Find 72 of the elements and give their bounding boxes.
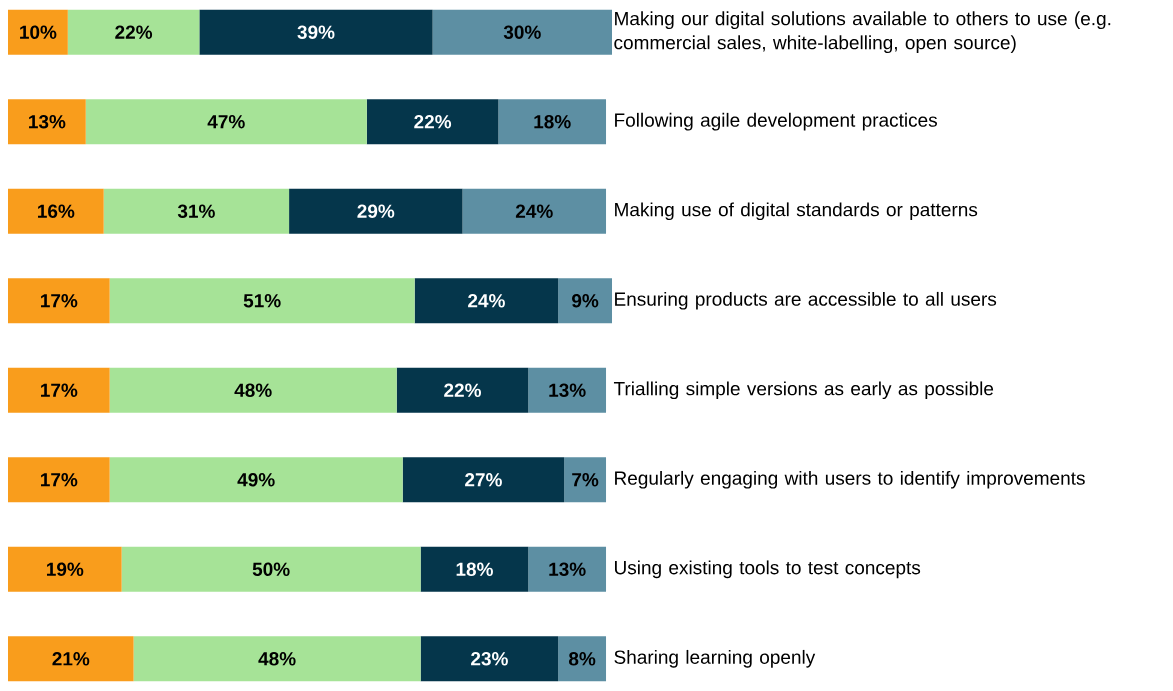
y-tick-label: Following agile development practices — [615, 112, 937, 131]
data-label: 22% — [414, 115, 452, 129]
data-label: 49% — [237, 473, 275, 487]
data-label: 39% — [297, 25, 335, 39]
bar — [558, 636, 607, 682]
data-label: 13% — [29, 114, 66, 129]
data-label: 17% — [41, 473, 78, 487]
data-label: 27% — [465, 473, 502, 487]
bar — [432, 9, 613, 55]
data-label: 51% — [243, 294, 281, 308]
bar — [67, 9, 200, 55]
data-label: 22% — [115, 25, 153, 39]
data-label: 48% — [258, 652, 296, 666]
data-label: 47% — [207, 115, 245, 129]
bar — [85, 99, 367, 145]
data-label: 16% — [38, 204, 75, 218]
bar — [8, 636, 134, 682]
y-tick-label: Trialling simple versions as early as possible — [613, 381, 994, 400]
data-label: 29% — [357, 204, 395, 218]
data-label: 24% — [515, 204, 553, 218]
bar — [109, 367, 397, 413]
data-label: 17% — [41, 294, 78, 308]
y-tick-label: Making use of digital standards or patterns — [615, 202, 978, 221]
bar — [420, 636, 559, 682]
bar — [558, 278, 613, 324]
bar — [8, 367, 110, 413]
bar — [8, 99, 86, 145]
data-label: 31% — [177, 204, 215, 218]
bar — [528, 367, 607, 413]
data-label: 19% — [46, 562, 84, 576]
bar — [121, 546, 421, 592]
bar — [103, 188, 290, 234]
bar — [528, 546, 607, 592]
data-label: 48% — [234, 383, 272, 397]
bar — [462, 188, 607, 234]
y-tick-label: Ensuring products are accessible to all users — [615, 291, 997, 310]
bar — [402, 457, 565, 503]
data-label: 13% — [549, 562, 586, 577]
data-label: 9% — [572, 294, 599, 308]
bar — [366, 99, 499, 145]
bar — [109, 457, 403, 503]
bar — [414, 278, 559, 324]
bar — [109, 278, 415, 324]
data-label: 23% — [471, 652, 508, 666]
bar — [564, 457, 607, 503]
data-label: 7% — [572, 473, 599, 487]
data-label: 17% — [41, 383, 78, 397]
bar — [8, 457, 110, 503]
data-label: 10% — [20, 25, 57, 39]
y-tick-label: Making our digital solutions available to others to use (e.g. commercial sales, white-labelling, open source) — [614, 11, 1111, 54]
bar — [8, 9, 68, 55]
bar — [498, 99, 607, 145]
data-label: 18% — [456, 562, 493, 576]
bar — [289, 188, 463, 234]
bar — [8, 546, 122, 592]
data-label: 8% — [568, 652, 596, 666]
bar — [133, 636, 421, 682]
data-label: 30% — [503, 25, 541, 39]
y-tick-label: Sharing learning openly — [614, 649, 816, 668]
bar — [8, 188, 104, 234]
data-label: 24% — [468, 294, 505, 308]
data-label: 13% — [549, 383, 586, 397]
data-label: 21% — [52, 652, 90, 666]
bar — [396, 367, 529, 413]
bar — [8, 278, 110, 324]
bar — [199, 9, 433, 55]
bar — [420, 546, 529, 592]
y-tick-label: Using existing tools to test concepts — [615, 560, 921, 579]
data-label: 22% — [444, 383, 481, 397]
data-label: 18% — [534, 114, 571, 129]
data-label: 50% — [252, 562, 290, 576]
y-tick-label: Regularly engaging with users to identify improvements — [615, 470, 1085, 489]
